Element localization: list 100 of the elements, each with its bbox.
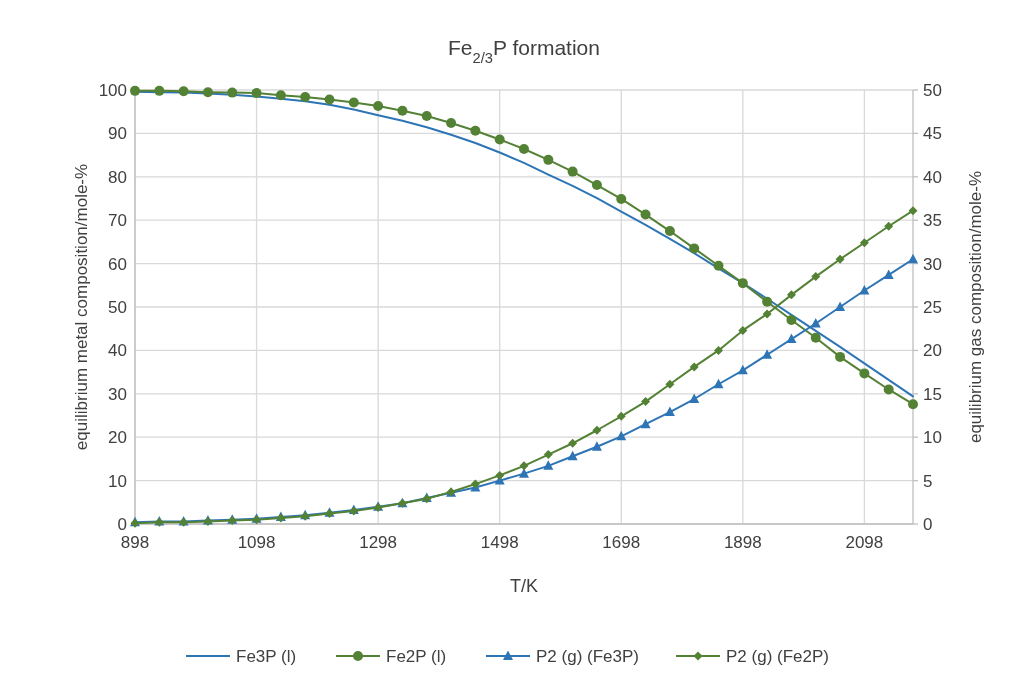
point — [762, 349, 773, 359]
y-tick-label: 0 — [117, 514, 127, 534]
point — [421, 111, 432, 122]
point — [275, 90, 286, 101]
y-tick-label: 50 — [108, 297, 127, 317]
point — [713, 378, 724, 389]
x-tick-label: 1698 — [602, 533, 641, 552]
legend-label: P2 (g) (Fe2P) — [726, 646, 829, 666]
y2-tick-label: 10 — [923, 428, 942, 448]
y-tick-label: 80 — [108, 167, 127, 187]
point — [641, 397, 651, 407]
point — [591, 441, 602, 451]
point — [689, 362, 699, 372]
point — [543, 450, 553, 460]
y-tick-label: 30 — [108, 384, 127, 404]
legend-label: Fe3P (l) — [236, 646, 297, 666]
point — [883, 269, 894, 279]
point — [348, 97, 359, 108]
point — [883, 384, 894, 395]
point — [908, 253, 918, 264]
point — [859, 368, 870, 379]
point — [786, 333, 797, 344]
y-tick-label: 100 — [98, 80, 127, 100]
y2-tick-label: 15 — [923, 384, 942, 404]
point — [689, 243, 700, 254]
point — [640, 418, 651, 429]
point — [543, 154, 554, 165]
y2-tick-label: 30 — [923, 254, 942, 274]
point — [884, 221, 894, 231]
point — [664, 406, 675, 417]
point — [616, 430, 627, 441]
y2-tick-label: 5 — [923, 471, 933, 491]
point — [859, 238, 869, 248]
point — [130, 85, 140, 96]
point — [810, 332, 821, 343]
y-tick-label: 20 — [108, 428, 127, 448]
point — [689, 393, 700, 404]
point — [664, 226, 675, 237]
y-axis-title: equilibrium metal composition/mole-% — [72, 163, 91, 451]
point — [154, 85, 165, 96]
point — [786, 290, 796, 300]
point — [737, 278, 748, 289]
point — [446, 117, 457, 128]
point — [227, 87, 238, 98]
point — [762, 296, 773, 307]
x-tick-label: 1898 — [723, 533, 762, 552]
y2-tick-label: 20 — [923, 341, 942, 361]
y-tick-label: 10 — [108, 471, 127, 491]
point — [835, 301, 846, 311]
x-tick-label: 898 — [120, 533, 150, 552]
point — [300, 91, 311, 102]
point — [737, 364, 748, 375]
point — [494, 134, 505, 145]
point — [786, 315, 797, 326]
point — [495, 470, 505, 480]
x-tick-label: 1298 — [359, 533, 398, 552]
x-tick-label: 1098 — [237, 533, 276, 552]
x-tick-label: 2098 — [845, 533, 884, 552]
point — [616, 193, 627, 204]
point — [543, 460, 554, 470]
y-tick-label: 60 — [108, 254, 127, 274]
chart-title: Fe$_{2/3}$P formation — [448, 36, 600, 66]
point — [470, 125, 481, 136]
point — [592, 425, 602, 435]
y2-tick-label: 50 — [923, 80, 942, 100]
point — [591, 180, 602, 191]
point — [811, 272, 821, 282]
point — [519, 468, 529, 478]
y2-tick-label: 35 — [923, 211, 942, 231]
point — [519, 461, 529, 471]
point — [567, 450, 578, 461]
y2-tick-label: 40 — [923, 167, 942, 187]
point — [665, 379, 675, 389]
y2-tick-label: 0 — [923, 514, 933, 534]
point — [568, 438, 578, 448]
point — [762, 309, 772, 319]
y2-tick-label: 25 — [923, 297, 942, 317]
y-tick-label: 40 — [108, 341, 127, 361]
point — [324, 94, 335, 105]
point — [835, 351, 846, 362]
point — [373, 101, 384, 112]
y-tick-label: 70 — [108, 211, 127, 231]
y2-axis-title: equilibrium gas composition/mole-% — [966, 170, 985, 444]
point — [738, 325, 748, 335]
point — [251, 88, 262, 99]
point — [640, 209, 651, 220]
point — [713, 260, 724, 271]
x-axis-title: T/K — [509, 576, 539, 596]
point — [908, 206, 918, 216]
y2-tick-label: 45 — [923, 124, 942, 144]
point — [908, 399, 918, 410]
point — [835, 254, 845, 264]
point — [178, 86, 189, 97]
y-tick-label: 90 — [108, 124, 127, 144]
point — [202, 87, 213, 98]
point — [714, 345, 723, 355]
point — [567, 166, 578, 177]
legend-label: Fe2P (l) — [386, 646, 447, 666]
point — [616, 411, 626, 421]
point — [397, 105, 408, 116]
